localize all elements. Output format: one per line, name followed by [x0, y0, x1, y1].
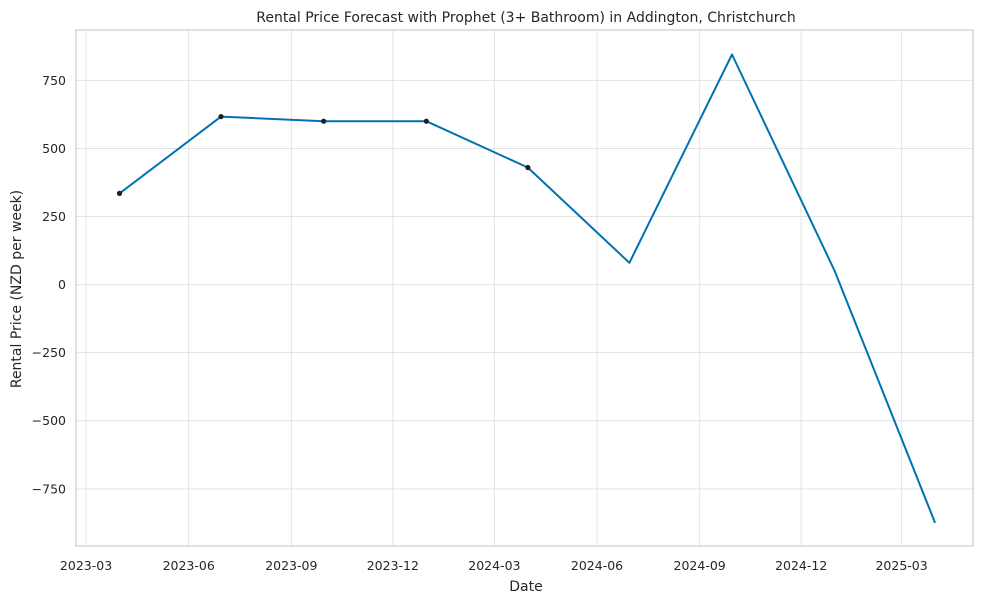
- x-tick-label: 2024-06: [571, 558, 623, 573]
- observed-point: [116, 190, 123, 196]
- y-tick-label: 250: [42, 209, 66, 224]
- y-tick-label: 750: [42, 73, 66, 88]
- x-tick-label: 2023-12: [367, 558, 419, 573]
- x-tick-label: 2023-03: [60, 558, 112, 573]
- observed-points: [116, 113, 531, 196]
- chart-title: Rental Price Forecast with Prophet (3+ B…: [256, 10, 796, 26]
- gridlines: [76, 30, 973, 546]
- plot-frame: [75, 29, 974, 547]
- x-tick-label: 2025-03: [875, 558, 927, 573]
- observed-point: [525, 164, 531, 171]
- observed-point: [321, 118, 327, 124]
- y-tick-labels: −750 −500 −250 0 250 500 750: [32, 73, 66, 496]
- y-tick-label: 500: [42, 141, 66, 156]
- observed-point: [218, 113, 224, 120]
- x-tick-label: 2024-03: [468, 558, 520, 573]
- x-tick-label: 2024-09: [674, 558, 726, 573]
- x-axis-label: Date: [509, 579, 542, 595]
- series-layer: [118, 53, 937, 524]
- x-tick-label: 2024-12: [775, 558, 827, 573]
- y-tick-label: −250: [32, 345, 66, 360]
- x-tick-label: 2023-09: [265, 558, 317, 573]
- y-tick-label: 0: [58, 277, 66, 292]
- y-axis-label: Rental Price (NZD per week): [9, 190, 25, 388]
- x-tick-label: 2023-06: [163, 558, 215, 573]
- y-tick-label: −750: [32, 481, 66, 496]
- y-tick-label: −500: [32, 413, 66, 428]
- forecast-line: [118, 53, 937, 524]
- observed-point: [423, 118, 429, 124]
- x-tick-labels: 2023-03 2023-06 2023-09 2023-12 2024-03 2024-…: [60, 558, 928, 573]
